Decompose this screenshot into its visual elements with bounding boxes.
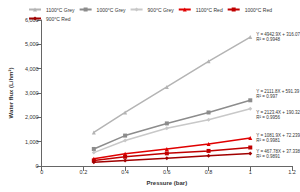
svg-text:R² = 0.9948: R² = 0.9948: [256, 37, 280, 42]
svg-text:Pressure (bar): Pressure (bar): [146, 180, 187, 186]
svg-text:0.4: 0.4: [121, 169, 129, 175]
svg-text:1100°C Grey: 1100°C Grey: [46, 7, 75, 13]
svg-text:4,000: 4,000: [25, 66, 39, 72]
svg-text:900°C Red: 900°C Red: [46, 16, 71, 22]
svg-text:0: 0: [40, 169, 43, 175]
svg-text:1000°C Grey: 1000°C Grey: [97, 7, 126, 13]
svg-text:0.2: 0.2: [80, 169, 88, 175]
svg-text:0.8: 0.8: [205, 169, 213, 175]
svg-text:900°C Grey: 900°C Grey: [148, 7, 175, 13]
svg-text:R² = 0.9956: R² = 0.9956: [256, 115, 280, 120]
svg-text:R² = 0.9891: R² = 0.9891: [256, 154, 280, 159]
svg-text:1000°C Red: 1000°C Red: [245, 7, 273, 13]
svg-text:Y = 2111.8X + 591.39: Y = 2111.8X + 591.39: [256, 89, 300, 95]
svg-text:Water flux (L/hm²): Water flux (L/hm²): [8, 68, 14, 119]
svg-text:0.6: 0.6: [163, 169, 171, 175]
svg-text:1.2: 1.2: [288, 169, 296, 175]
svg-text:R² = 0.997: R² = 0.997: [256, 94, 278, 99]
svg-text:1: 1: [249, 169, 252, 175]
svg-text:3,000: 3,000: [25, 90, 39, 96]
svg-text:R² = 0.9981: R² = 0.9981: [256, 138, 280, 143]
svg-text:1,000: 1,000: [25, 139, 39, 145]
svg-text:1100°C Red: 1100°C Red: [196, 7, 223, 13]
svg-text:2,000: 2,000: [25, 114, 39, 120]
svg-text:5,000: 5,000: [25, 41, 39, 47]
svg-text:6,000: 6,000: [24, 17, 39, 23]
svg-text:0: 0: [36, 163, 39, 169]
